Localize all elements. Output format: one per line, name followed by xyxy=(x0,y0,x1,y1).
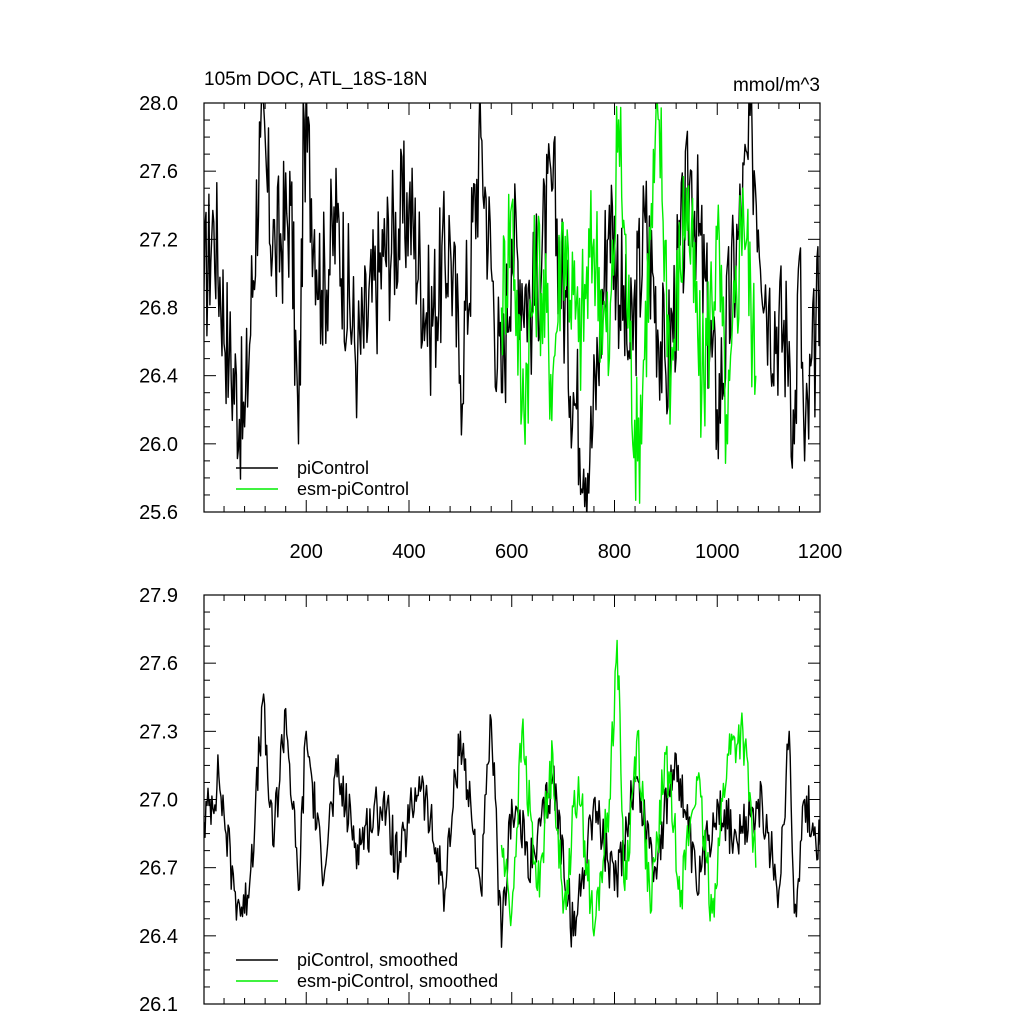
legend-label: esm-piControl xyxy=(297,479,409,499)
x-tick-label: 400 xyxy=(392,541,425,563)
y-tick-label: 26.1 xyxy=(139,994,178,1016)
bottom-panel: 26.1 26.4 26.7 27.0 27.3 27.6 27.9 piControl, s… xyxy=(139,585,821,1016)
y-tick-label: 27.6 xyxy=(139,653,178,675)
y-tick-label: 26.8 xyxy=(139,298,178,320)
series-line-picontrol xyxy=(204,103,820,512)
y-tick-label: 25.6 xyxy=(139,502,178,524)
y-tick-label: 27.6 xyxy=(139,161,178,183)
y-tick-label: 26.7 xyxy=(139,858,178,880)
series-group xyxy=(204,639,820,948)
x-tick-label: 800 xyxy=(598,541,631,563)
series-line-esm-picontrol-smoothed xyxy=(500,639,757,937)
x-tick-label: 600 xyxy=(495,541,528,563)
y-tick-label: 26.4 xyxy=(139,926,178,948)
legend-label: esm-piControl, smoothed xyxy=(297,971,498,991)
x-tick-label: 1200 xyxy=(798,541,843,563)
legend-label: piControl xyxy=(297,458,369,478)
x-tick-label: 1000 xyxy=(695,541,740,563)
legend-label: piControl, smoothed xyxy=(297,950,458,970)
top-panel: 25.6 26.0 26.4 26.8 27.2 27.6 28.0 200 400 600 800… xyxy=(139,69,843,563)
chart-title: 105m DOC, ATL_18S-18N xyxy=(204,69,428,90)
series-line-esm-picontrol xyxy=(500,103,757,504)
units-label: mmol/m^3 xyxy=(733,75,820,96)
series-line-picontrol-smoothed xyxy=(204,693,820,948)
y-tick-label: 27.3 xyxy=(139,721,178,743)
y-tick-label: 26.4 xyxy=(139,366,178,388)
x-tick-label: 200 xyxy=(290,541,323,563)
y-tick-label: 26.0 xyxy=(139,434,178,456)
y-tick-label: 27.2 xyxy=(139,229,178,251)
plot-frame xyxy=(203,102,821,513)
y-tick-label: 28.0 xyxy=(139,93,178,115)
series-group xyxy=(204,103,820,512)
y-tick-label: 27.0 xyxy=(139,790,178,812)
y-tick-label: 27.9 xyxy=(139,585,178,607)
